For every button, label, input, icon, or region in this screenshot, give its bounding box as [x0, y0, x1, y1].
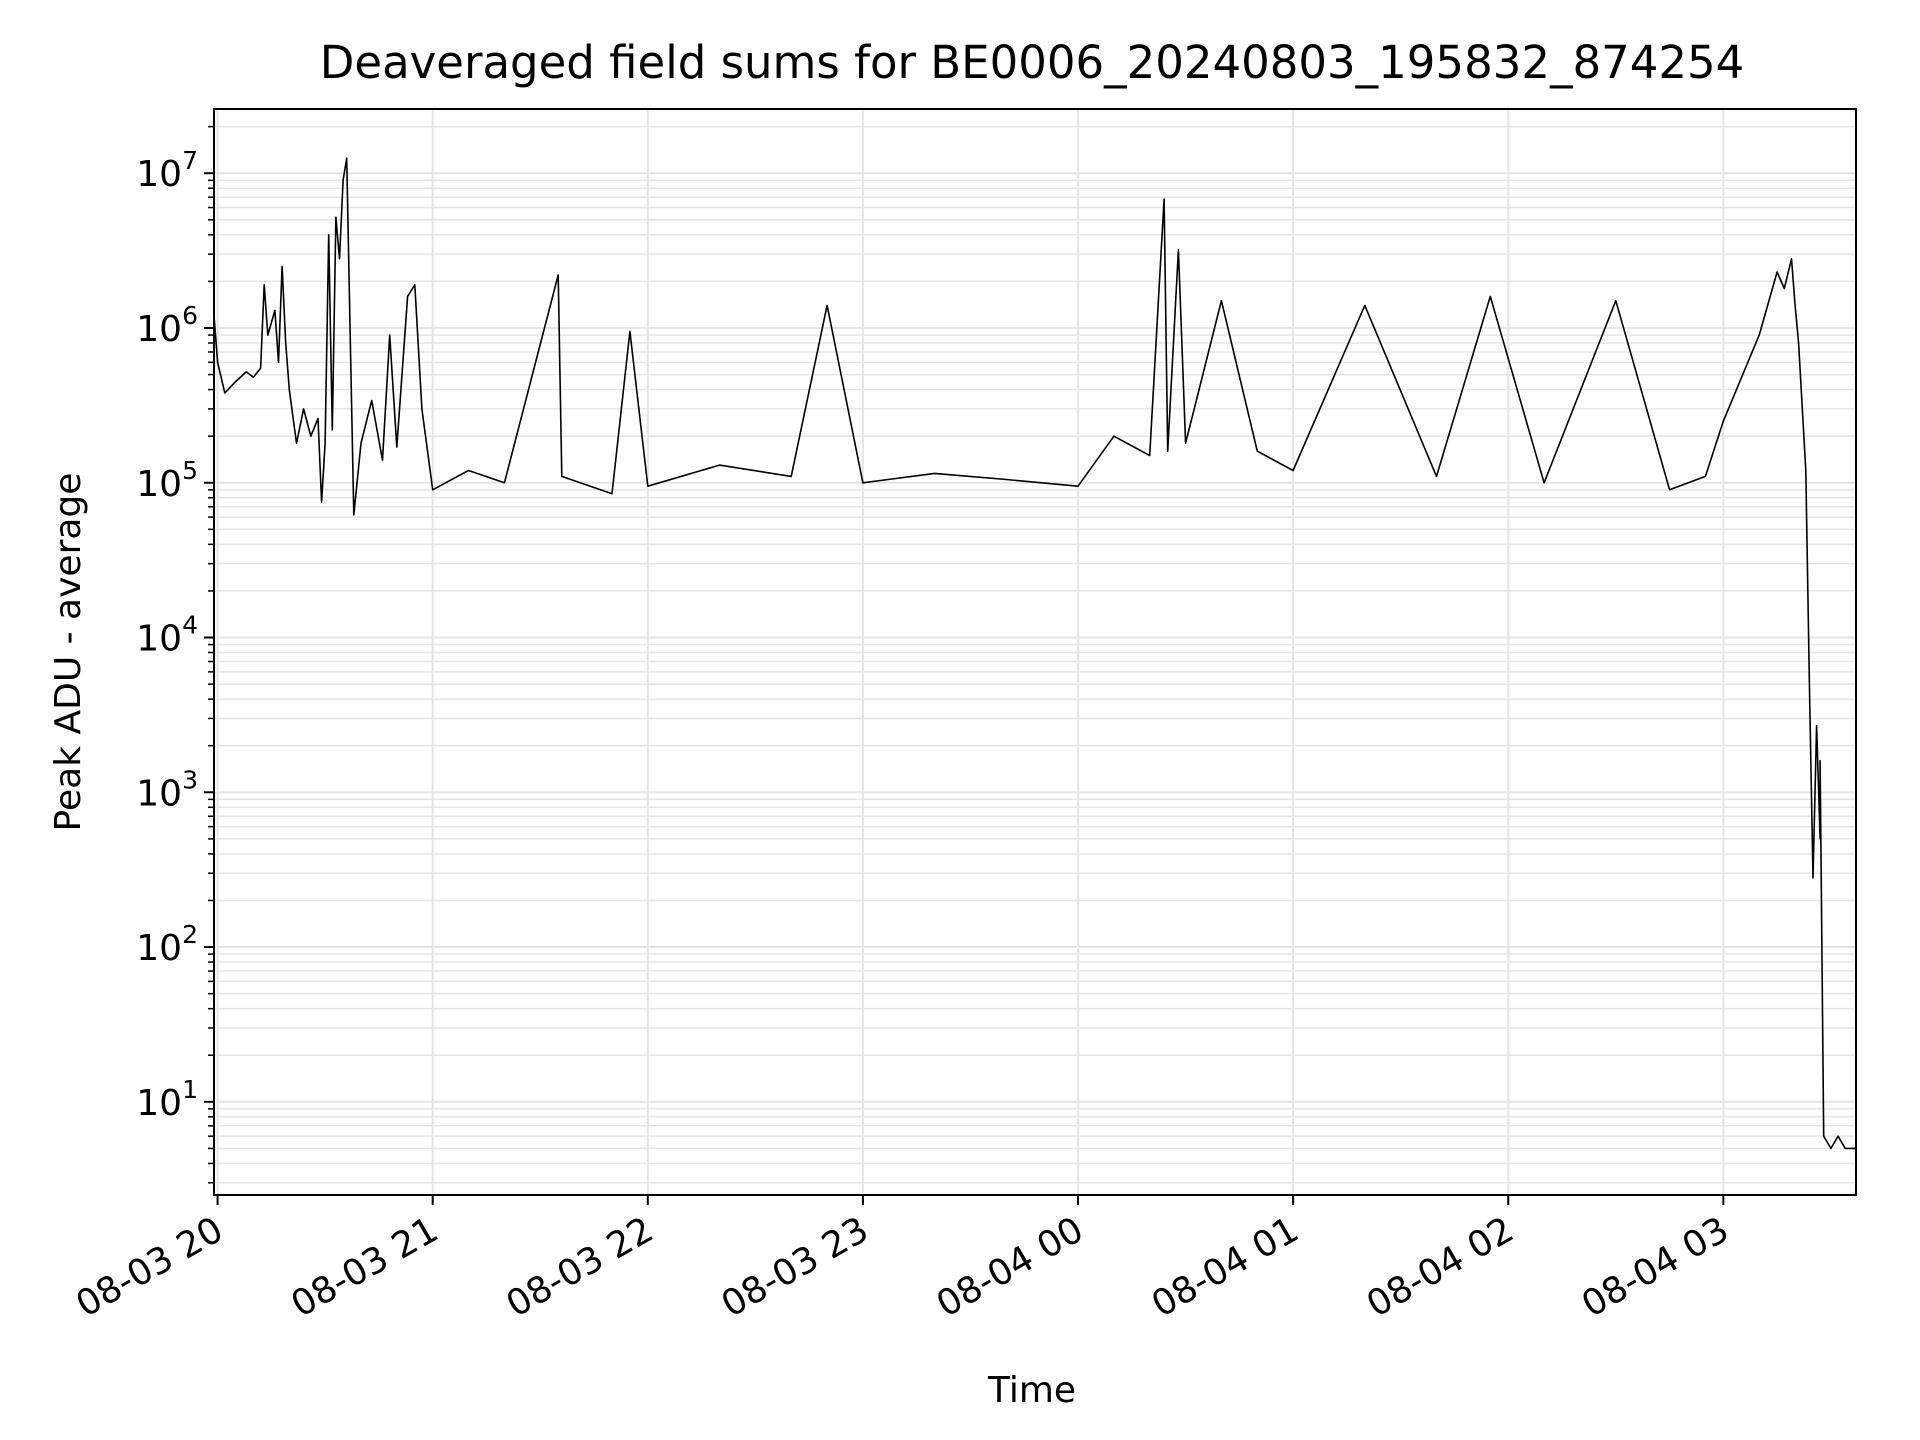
y-tick-label: 106	[136, 301, 198, 350]
y-tick-label: 102	[136, 920, 198, 969]
y-axis-label: Peak ADU - average	[48, 473, 89, 832]
grid-lines	[214, 109, 1856, 1195]
y-tick-label: 104	[136, 611, 198, 660]
x-tick-label: 08-04 01	[1145, 1209, 1306, 1325]
y-tick-label: 107	[136, 146, 198, 195]
series-line	[213, 157, 1856, 1150]
y-tick-label: 105	[136, 456, 198, 505]
x-tick-label: 08-03 23	[715, 1209, 876, 1325]
x-tick-label: 08-03 20	[69, 1209, 230, 1325]
x-axis: 08-03 20 08-03 21 08-03 22 08-03 23 08-04 00…	[69, 1195, 1736, 1326]
x-tick-label: 08-04 03	[1575, 1209, 1736, 1325]
y-axis: 101 102 103 104 105 106 107	[136, 125, 214, 1184]
y-tick-label: 103	[136, 765, 198, 814]
x-tick-label: 08-04 00	[930, 1209, 1091, 1325]
chart-title: Deaveraged field sums for BE0006_2024080…	[320, 36, 1745, 89]
x-tick-label: 08-04 02	[1360, 1209, 1521, 1325]
x-axis-label: Time	[987, 1370, 1076, 1411]
series-layer	[213, 157, 1856, 1150]
x-tick-label: 08-03 21	[285, 1209, 446, 1325]
y-tick-label: 101	[136, 1075, 198, 1124]
x-tick-label: 08-03 22	[500, 1209, 661, 1325]
